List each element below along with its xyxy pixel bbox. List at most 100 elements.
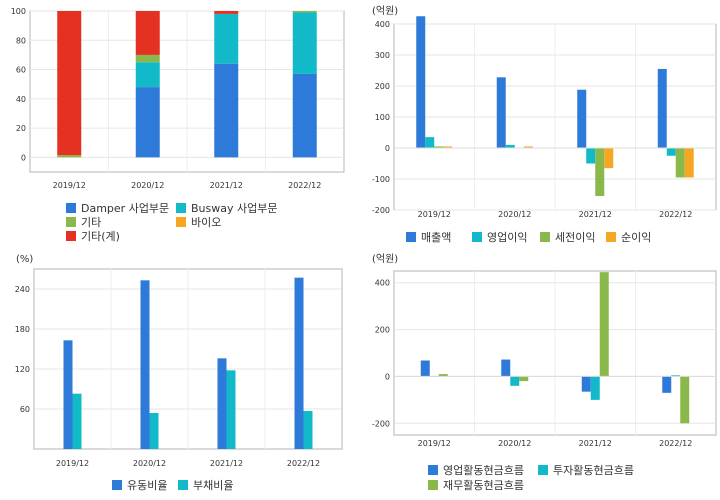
legend-label: 재무활동현금흐름 bbox=[443, 479, 524, 492]
chart-3-legend: 유동비율 부채비율 bbox=[0, 248, 360, 496]
bar bbox=[140, 280, 150, 449]
legend-swatch bbox=[428, 465, 438, 475]
chart-4-plot: -200 0 200 400 (억원) 2019/12 2020/12 2021/12 2022… bbox=[372, 253, 717, 448]
legend-item-etc[interactable]: 기타 bbox=[66, 214, 101, 230]
legend-swatch bbox=[472, 232, 482, 242]
chart-panel-3: 60 120 180 240 (%) 2019/12 2020/12 2021/12 2022/… bbox=[0, 248, 360, 496]
legend-label: Busway 사업부문 bbox=[191, 202, 278, 215]
y-tick-label: 100 bbox=[11, 7, 26, 16]
bar bbox=[135, 11, 160, 55]
bar bbox=[294, 277, 304, 449]
bar bbox=[577, 89, 587, 148]
chart-1-plot: 0 20 40 60 80 100 2019/12 2020/12 2021/12 2022/12 bbox=[11, 7, 345, 190]
legend-swatch bbox=[178, 480, 188, 490]
legend-label: 영업활동현금흐름 bbox=[443, 464, 524, 477]
x-tick-label: 2020/12 bbox=[131, 181, 164, 190]
bar bbox=[671, 375, 681, 377]
legend-label: 투자활동현금흐름 bbox=[553, 464, 634, 477]
unit-label: (억원) bbox=[372, 5, 398, 17]
chart-1-legend: Damper 사업부문 Busway 사업부문 기타 바이오 기타(계) bbox=[0, 0, 360, 248]
legend-item-current-ratio[interactable]: 유동비율 bbox=[112, 477, 167, 493]
y-tick-label: -100 bbox=[372, 175, 390, 184]
legend-swatch bbox=[66, 231, 76, 241]
bar bbox=[684, 148, 694, 178]
bar bbox=[604, 148, 614, 169]
bar bbox=[135, 54, 160, 63]
chart-4-legend: 영업활동현금흐름 투자활동현금흐름 재무활동현금흐름 bbox=[360, 248, 720, 496]
legend-item-operating-profit[interactable]: 영업이익 bbox=[472, 229, 527, 245]
legend-label: 부채비율 bbox=[193, 479, 234, 492]
y-tick-label: 0 bbox=[385, 144, 390, 153]
bar bbox=[214, 13, 239, 64]
legend-swatch bbox=[606, 232, 616, 242]
y-tick-label: 0 bbox=[21, 153, 26, 162]
x-tick-label: 2022/12 bbox=[288, 181, 321, 190]
legend-swatch bbox=[406, 232, 416, 242]
y-tick-label: 40 bbox=[16, 95, 26, 104]
legend-label: 기타(계) bbox=[81, 230, 120, 243]
y-tick-label: 180 bbox=[15, 325, 30, 334]
bar bbox=[135, 87, 160, 158]
legend-label: 매출액 bbox=[421, 231, 452, 244]
legend-item-financing-cf[interactable]: 재무활동현금흐름 bbox=[428, 477, 524, 493]
y-tick-label: 80 bbox=[16, 36, 26, 45]
chart-2-plot: -200 -100 0 100 200 300 400 (억원) 2019/12 2020/12 2… bbox=[372, 5, 717, 219]
bar bbox=[501, 359, 511, 377]
legend-item-net-profit[interactable]: 순이익 bbox=[606, 229, 651, 245]
bar bbox=[662, 376, 672, 393]
legend-swatch bbox=[112, 480, 122, 490]
bar bbox=[599, 272, 609, 377]
y-tick-label: 100 bbox=[375, 113, 390, 122]
legend-swatch bbox=[538, 465, 548, 475]
bar bbox=[57, 155, 82, 158]
bar bbox=[226, 370, 236, 449]
x-tick-label: 2019/12 bbox=[418, 210, 451, 219]
unit-label: (억원) bbox=[372, 253, 398, 265]
bar bbox=[523, 146, 533, 148]
bar bbox=[581, 376, 591, 392]
x-tick-label: 2022/12 bbox=[287, 459, 320, 468]
y-tick-label: 60 bbox=[16, 66, 26, 75]
legend-swatch bbox=[176, 203, 186, 213]
legend-swatch bbox=[540, 232, 550, 242]
x-tick-label: 2022/12 bbox=[659, 439, 692, 448]
legend-item-damper[interactable]: Damper 사업부문 bbox=[66, 200, 169, 216]
bar bbox=[510, 376, 520, 386]
x-tick-label: 2021/12 bbox=[210, 181, 243, 190]
x-tick-label: 2021/12 bbox=[579, 210, 612, 219]
bar bbox=[149, 413, 159, 449]
y-tick-label: -200 bbox=[372, 419, 390, 428]
y-tick-label: 240 bbox=[15, 285, 30, 294]
legend-item-bio[interactable]: 바이오 bbox=[176, 214, 221, 230]
y-tick-label: 200 bbox=[375, 326, 390, 335]
legend-label: 바이오 bbox=[191, 216, 222, 229]
bar bbox=[443, 146, 453, 148]
bar bbox=[657, 68, 667, 148]
bar bbox=[135, 62, 160, 88]
legend-swatch bbox=[176, 217, 186, 227]
bar bbox=[214, 63, 239, 158]
legend-item-investing-cf[interactable]: 투자활동현금흐름 bbox=[538, 462, 634, 478]
y-tick-label: 20 bbox=[16, 124, 26, 133]
bar bbox=[675, 148, 685, 178]
y-tick-label: 0 bbox=[385, 372, 390, 381]
legend-item-debt-ratio[interactable]: 부채비율 bbox=[178, 477, 233, 493]
bar bbox=[666, 148, 676, 156]
legend-label: 영업이익 bbox=[487, 231, 528, 244]
bar bbox=[57, 11, 82, 156]
bar bbox=[416, 16, 426, 148]
bar bbox=[420, 360, 430, 377]
chart-3-plot: 60 120 180 240 (%) 2019/12 2020/12 2021/12 2022/… bbox=[15, 254, 343, 468]
legend-item-revenue[interactable]: 매출액 bbox=[406, 229, 451, 245]
legend-swatch bbox=[428, 480, 438, 490]
bar bbox=[292, 73, 317, 158]
bar bbox=[496, 77, 506, 148]
legend-item-etc-total[interactable]: 기타(계) bbox=[66, 228, 120, 244]
legend-swatch bbox=[66, 217, 76, 227]
y-tick-label: 400 bbox=[375, 20, 390, 29]
legend-item-operating-cf[interactable]: 영업활동현금흐름 bbox=[428, 462, 524, 478]
legend-label: 유동비율 bbox=[127, 479, 168, 492]
bar bbox=[217, 358, 227, 449]
legend-item-busway[interactable]: Busway 사업부문 bbox=[176, 200, 277, 216]
legend-item-pretax-profit[interactable]: 세전이익 bbox=[540, 229, 595, 245]
